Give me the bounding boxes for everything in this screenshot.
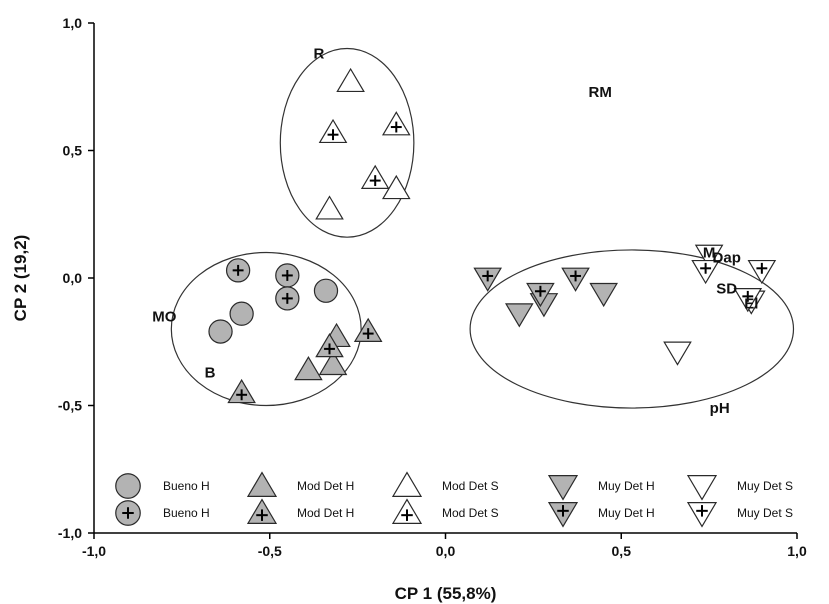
muy-det-h-point xyxy=(589,282,618,308)
bueno-h-point xyxy=(229,301,254,326)
legend-symbol xyxy=(115,500,141,526)
mod-det-s-cross-point xyxy=(318,118,348,144)
muy-det-h-cross-point xyxy=(473,267,502,292)
y-tick-label: 1,0 xyxy=(63,15,83,31)
variable-label: SD xyxy=(716,280,737,297)
y-tick-label: 0,5 xyxy=(63,143,83,159)
muy-det-h-cross-point xyxy=(561,267,590,292)
variable-label: MO xyxy=(152,308,176,325)
legend-label: Mod Det S xyxy=(442,506,499,520)
muy-det-h-point xyxy=(505,303,534,328)
axes xyxy=(93,23,797,534)
mod-det-s-point xyxy=(315,195,344,220)
legend-label: Muy Det S xyxy=(737,506,793,520)
legend-label: Muy Det S xyxy=(737,479,793,493)
mod-det-s-point xyxy=(336,67,365,93)
bueno-h-cross-point xyxy=(275,263,300,288)
y-tick-label: -0,5 xyxy=(58,398,82,414)
legend-symbol xyxy=(686,475,718,501)
mod-det-h-point xyxy=(318,350,348,376)
legend-label: Mod Det H xyxy=(297,479,354,493)
legend-symbol xyxy=(547,475,579,501)
legend-label: Mod Det S xyxy=(442,479,499,493)
legend-symbol xyxy=(115,473,141,499)
legend-symbol xyxy=(547,502,579,528)
legend-label: Bueno H xyxy=(163,506,210,520)
group-ellipse xyxy=(279,47,415,238)
muy-det-s-cross-point xyxy=(691,259,720,285)
bueno-h-cross-point xyxy=(225,258,251,283)
x-tick-label: 0,5 xyxy=(612,543,632,559)
mod-det-s-cross-point xyxy=(360,164,390,189)
mod-det-h-cross-point xyxy=(315,333,344,358)
variable-label: Dap xyxy=(713,250,741,267)
bueno-h-cross-point xyxy=(275,286,300,311)
x-tick-label: 0,0 xyxy=(436,543,456,559)
y-tick-label: 0,0 xyxy=(63,270,83,286)
x-axis-label: CP 1 (55,8%) xyxy=(395,584,497,603)
legend-symbol xyxy=(686,502,718,528)
group-ellipse xyxy=(170,251,362,407)
legend-symbol xyxy=(391,471,423,497)
legend-symbol xyxy=(246,498,278,524)
variable-label: RM xyxy=(588,84,611,101)
variable-label: B xyxy=(205,364,216,381)
mod-det-h-cross-point xyxy=(227,378,256,404)
group-ellipses xyxy=(170,47,795,409)
variable-label: pH xyxy=(710,400,730,417)
variable-label: M xyxy=(703,245,716,262)
mod-det-s-point xyxy=(381,174,411,200)
group-ellipse xyxy=(469,249,795,409)
data-points xyxy=(208,67,777,404)
muy-det-h-cross-point xyxy=(526,282,555,308)
legend-label: Mod Det H xyxy=(297,506,354,520)
x-tick-label: 1,0 xyxy=(787,543,807,559)
legend-label: Muy Det H xyxy=(598,506,655,520)
legend-label: Bueno H xyxy=(163,479,210,493)
muy-det-s-cross-point xyxy=(733,288,763,313)
mod-det-h-cross-point xyxy=(353,317,383,342)
variable-label: El xyxy=(744,296,758,313)
mod-det-s-cross-point xyxy=(381,111,411,136)
legend-symbol xyxy=(391,498,423,524)
legend: Bueno H Mod Det H Mod Det S Muy Det H Muy De… xyxy=(115,471,793,528)
mod-det-h-point xyxy=(294,355,323,381)
muy-det-s-cross-point xyxy=(747,259,777,285)
y-axis-label: CP 2 (19,2) xyxy=(11,235,30,322)
tick-labels: -1,0 -0,5 0,0 0,5 1,0 1,0 0,5 0,0 -0,5 -1,0 xyxy=(58,15,807,559)
x-tick-label: -0,5 xyxy=(258,543,282,559)
legend-symbol xyxy=(246,471,278,497)
y-tick-label: -1,0 xyxy=(58,525,82,541)
muy-det-s-point xyxy=(663,341,692,366)
x-tick-label: -1,0 xyxy=(82,543,106,559)
muy-det-s-point xyxy=(694,244,724,269)
bueno-h-point xyxy=(208,319,233,344)
legend-label: Muy Det H xyxy=(598,479,655,493)
bueno-h-point xyxy=(313,278,339,303)
variable-label: R xyxy=(314,46,325,63)
